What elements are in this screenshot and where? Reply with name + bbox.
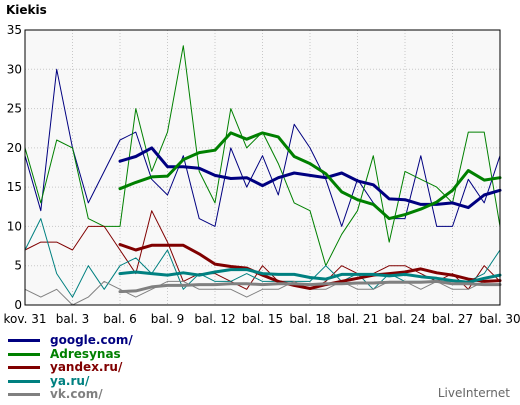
legend-item: ya.ru/ <box>8 373 133 388</box>
y-tick-label: 20 <box>7 141 22 155</box>
x-tick-label: bal. 30 <box>479 312 520 326</box>
series-avg-line-yaru <box>118 268 502 284</box>
series-avg-line-vkcom <box>118 279 502 294</box>
legend-item: yandex.ru/ <box>8 361 133 374</box>
x-tick-label: kov. 31 <box>4 312 47 326</box>
series-avg-line-yandexru <box>118 243 502 290</box>
y-tick-label: 10 <box>7 219 22 233</box>
x-tick-label: bal. 9 <box>151 312 185 326</box>
x-tick-label: bal. 3 <box>56 312 90 326</box>
plot-area <box>25 30 500 305</box>
x-tick-label: bal. 18 <box>289 312 330 326</box>
series-avg-line-adresynas <box>118 131 502 221</box>
legend-swatch <box>8 393 40 397</box>
y-tick-label: 5 <box>14 259 22 273</box>
legend-item: google.com/ <box>8 334 133 347</box>
legend-label: vk.com/ <box>50 387 103 402</box>
series-line-yandexru <box>24 210 501 290</box>
legend-item: Adresynas <box>8 346 133 361</box>
x-tick-label: bal. 27 <box>432 312 473 326</box>
x-tick-label: bal. 21 <box>337 312 378 326</box>
legend-swatch <box>8 379 40 383</box>
legend-label: google.com/ <box>50 333 133 347</box>
y-axis-title: Kiekis <box>6 3 47 17</box>
x-tick-label: bal. 15 <box>242 312 283 326</box>
legend-swatch <box>8 366 40 370</box>
y-tick-label: 25 <box>7 102 22 116</box>
legend-item: vk.com/ <box>8 388 133 401</box>
legend: google.com/Adresynas yandex.ru/ya.ru/vk.c… <box>8 334 133 402</box>
y-tick-label: 0 <box>14 298 22 312</box>
legend-label: yandex.ru/ <box>50 360 123 375</box>
legend-label: Adresynas <box>50 346 121 361</box>
legend-label: ya.ru/ <box>50 373 90 388</box>
y-tick-label: 30 <box>7 62 22 76</box>
plot-border <box>24 29 501 306</box>
legend-swatch <box>8 352 40 356</box>
legend-swatch <box>8 339 40 342</box>
y-tick-label: 35 <box>7 23 22 37</box>
series-line-googlecom <box>24 68 501 227</box>
x-tick-label: bal. 6 <box>103 312 137 326</box>
y-tick-label: 15 <box>7 180 22 194</box>
x-tick-label: bal. 24 <box>384 312 425 326</box>
series-line-vkcom <box>24 280 501 306</box>
watermark: LiveInternet <box>437 386 510 400</box>
series-avg-line-googlecom <box>118 146 502 210</box>
x-tick-label: bal. 12 <box>194 312 235 326</box>
